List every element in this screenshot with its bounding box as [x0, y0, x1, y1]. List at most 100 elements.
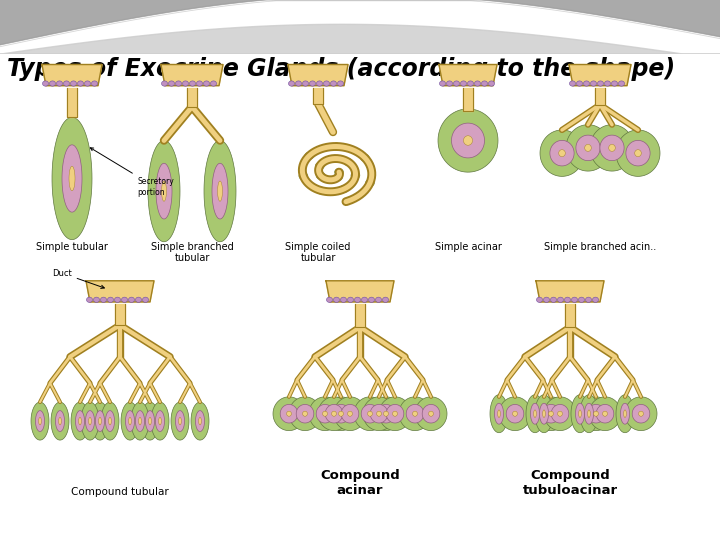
Text: Simple branched acin..: Simple branched acin.. — [544, 242, 656, 252]
Polygon shape — [287, 411, 292, 416]
Polygon shape — [542, 404, 560, 423]
Polygon shape — [585, 144, 591, 151]
Polygon shape — [499, 397, 531, 430]
Ellipse shape — [78, 81, 84, 86]
Polygon shape — [379, 397, 411, 430]
Polygon shape — [109, 417, 112, 425]
Polygon shape — [495, 403, 503, 424]
Ellipse shape — [333, 173, 343, 181]
Ellipse shape — [91, 81, 97, 86]
Ellipse shape — [114, 297, 120, 302]
Text: Secretory
portion: Secretory portion — [90, 148, 174, 197]
Ellipse shape — [564, 297, 570, 302]
Ellipse shape — [611, 81, 618, 86]
Polygon shape — [96, 410, 104, 431]
Polygon shape — [580, 397, 612, 430]
Polygon shape — [39, 417, 41, 425]
Polygon shape — [148, 417, 151, 425]
Ellipse shape — [361, 297, 367, 302]
Polygon shape — [332, 404, 350, 423]
Polygon shape — [71, 402, 89, 440]
Ellipse shape — [299, 172, 308, 180]
Polygon shape — [199, 417, 202, 425]
Polygon shape — [616, 130, 660, 177]
Polygon shape — [384, 411, 388, 416]
Ellipse shape — [316, 172, 325, 179]
Polygon shape — [145, 410, 155, 431]
Polygon shape — [341, 404, 359, 423]
Ellipse shape — [488, 81, 495, 86]
Polygon shape — [576, 135, 600, 160]
Polygon shape — [89, 417, 91, 425]
Polygon shape — [543, 410, 545, 417]
Polygon shape — [559, 150, 565, 157]
Polygon shape — [58, 417, 61, 425]
Polygon shape — [176, 410, 184, 431]
Polygon shape — [131, 402, 149, 440]
Ellipse shape — [197, 81, 202, 86]
Polygon shape — [191, 402, 209, 440]
Polygon shape — [323, 411, 328, 416]
Ellipse shape — [302, 81, 308, 86]
Ellipse shape — [366, 179, 374, 187]
Ellipse shape — [189, 81, 196, 86]
Polygon shape — [325, 404, 343, 423]
Polygon shape — [316, 404, 334, 423]
Polygon shape — [635, 150, 642, 157]
Ellipse shape — [161, 81, 168, 86]
Ellipse shape — [544, 297, 549, 302]
Ellipse shape — [332, 143, 341, 150]
Text: Duct: Duct — [52, 268, 104, 288]
Polygon shape — [313, 88, 323, 104]
Ellipse shape — [461, 81, 467, 86]
Polygon shape — [187, 88, 197, 107]
Polygon shape — [392, 411, 397, 416]
Polygon shape — [217, 181, 222, 201]
Ellipse shape — [289, 81, 294, 86]
Polygon shape — [565, 304, 575, 327]
Ellipse shape — [474, 81, 480, 86]
Polygon shape — [121, 402, 139, 440]
Ellipse shape — [605, 81, 611, 86]
Ellipse shape — [340, 185, 348, 193]
Polygon shape — [296, 404, 314, 423]
Ellipse shape — [354, 297, 361, 302]
Polygon shape — [632, 404, 649, 423]
Ellipse shape — [351, 172, 360, 179]
Ellipse shape — [343, 158, 353, 166]
Polygon shape — [370, 404, 388, 423]
Polygon shape — [332, 411, 336, 416]
Polygon shape — [422, 404, 440, 423]
Ellipse shape — [330, 81, 336, 86]
Ellipse shape — [446, 81, 452, 86]
Ellipse shape — [536, 297, 542, 302]
Ellipse shape — [128, 297, 135, 302]
Text: Simple tubular: Simple tubular — [36, 242, 108, 252]
Ellipse shape — [168, 81, 174, 86]
Polygon shape — [506, 404, 523, 423]
Polygon shape — [326, 281, 394, 302]
Polygon shape — [596, 404, 613, 423]
Polygon shape — [86, 410, 94, 431]
Ellipse shape — [590, 81, 596, 86]
Ellipse shape — [369, 297, 374, 302]
Text: Compound
tubuloacinar: Compound tubuloacinar — [523, 469, 618, 497]
Polygon shape — [600, 135, 624, 160]
Polygon shape — [318, 397, 350, 430]
Ellipse shape — [454, 81, 459, 86]
Ellipse shape — [557, 297, 564, 302]
Ellipse shape — [84, 81, 91, 86]
Polygon shape — [579, 410, 581, 417]
Ellipse shape — [42, 81, 48, 86]
Ellipse shape — [577, 81, 582, 86]
Ellipse shape — [122, 297, 127, 302]
Polygon shape — [566, 125, 610, 171]
Ellipse shape — [182, 81, 189, 86]
Polygon shape — [334, 397, 366, 430]
Polygon shape — [608, 144, 616, 151]
Polygon shape — [179, 417, 181, 425]
Ellipse shape — [583, 81, 590, 86]
Polygon shape — [575, 403, 585, 424]
Polygon shape — [513, 411, 518, 416]
Polygon shape — [377, 411, 382, 416]
